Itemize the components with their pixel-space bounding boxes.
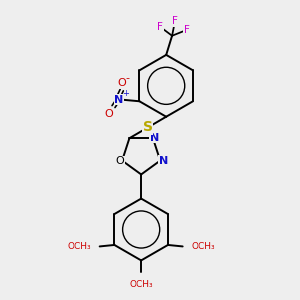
Text: OCH₃: OCH₃ [129, 280, 153, 289]
Text: +: + [122, 89, 129, 98]
Text: N: N [150, 133, 159, 142]
Text: N: N [114, 95, 123, 105]
Text: S: S [143, 121, 153, 134]
Text: F: F [172, 16, 178, 26]
Text: F: F [158, 22, 163, 32]
Text: -: - [126, 73, 130, 83]
Text: O: O [104, 109, 113, 118]
Text: O: O [116, 157, 124, 166]
Text: OCH₃: OCH₃ [67, 242, 91, 251]
Text: O: O [117, 78, 126, 88]
Text: OCH₃: OCH₃ [191, 242, 215, 251]
Text: N: N [158, 156, 168, 166]
Text: F: F [184, 25, 190, 35]
